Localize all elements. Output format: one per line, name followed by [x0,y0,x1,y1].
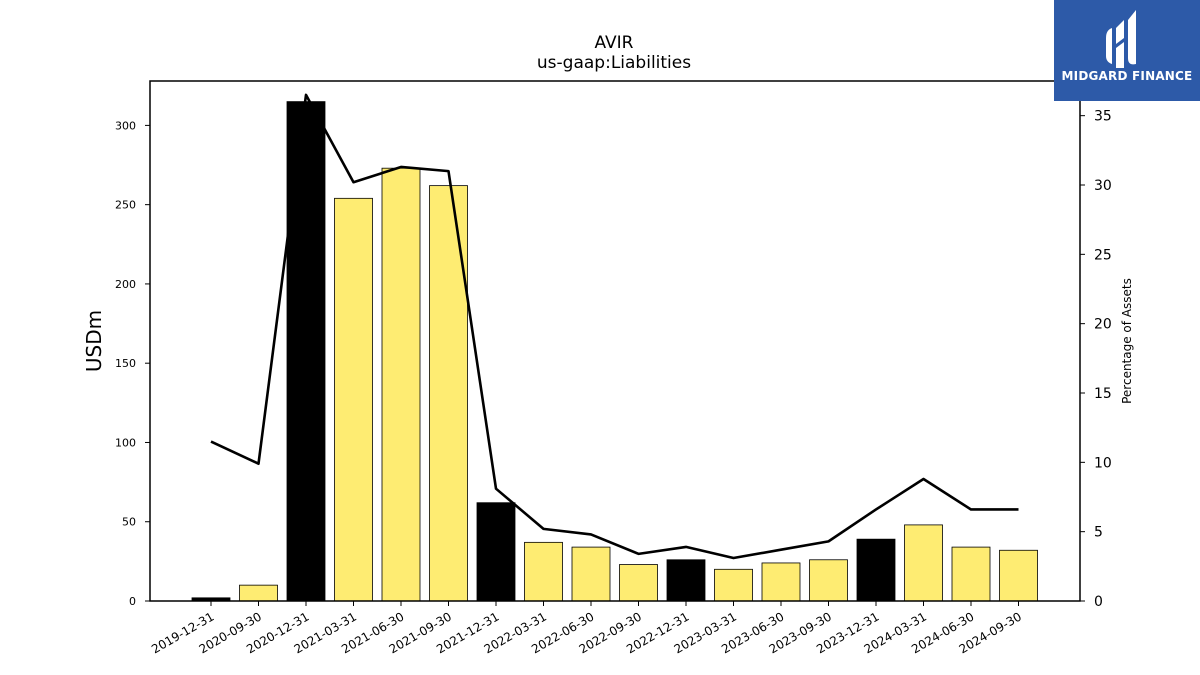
left-axis: 0 50 100 150 200 250 300 [115,119,150,608]
right-tick-label: 35 [1094,109,1112,125]
right-tick-label: 10 [1094,455,1112,471]
bar-2022-09-30 [619,564,658,602]
bar-2022-06-30 [571,546,611,602]
left-tick-label: 0 [129,595,136,608]
y2-axis-label: Percentage of Assets [1120,278,1134,404]
bar-2022-12-31 [666,559,706,602]
right-tick-label: 15 [1094,386,1112,402]
bar-2024-09-30 [999,549,1038,602]
bar-2023-03-31 [714,568,753,602]
bar-2023-06-30 [761,562,801,602]
right-tick-label: 5 [1094,525,1103,541]
left-tick-label: 300 [115,119,136,132]
plot-frame [149,80,1081,602]
x-axis: 2019-12-312020-09-302020-12-312021-03-31… [149,601,1024,656]
percentage-of-assets-line [210,93,1019,560]
right-tick-label: 30 [1094,178,1112,194]
bar-2021-09-30 [429,185,468,602]
bar-2020-09-30 [239,584,278,602]
chart-subtitle: us-gaap:Liabilities [537,53,691,73]
bar-2023-12-31 [856,538,896,602]
chart-title: AVIR [595,33,634,53]
right-tick-label: 20 [1094,317,1112,333]
bar-2021-03-31 [334,197,373,602]
left-tick-label: 100 [115,436,136,449]
left-tick-label: 250 [115,199,136,212]
logo-text: MIDGARD FINANCE [1061,69,1193,83]
left-tick-label: 200 [115,278,136,291]
left-tick-label: 50 [122,516,136,529]
bar-2021-12-31 [476,502,516,602]
bar-2021-06-30 [381,167,421,602]
midgard-finance-logo: MIDGARD FINANCE [1054,0,1200,101]
bars-layer [191,101,1038,602]
logo-mark-icon [1106,10,1136,68]
right-tick-label: 0 [1094,594,1103,610]
bar-2024-06-30 [951,546,991,602]
right-tick-label: 25 [1094,247,1112,263]
left-tick-label: 150 [115,357,136,370]
y-axis-label: USDm [82,310,106,372]
bar-2020-12-31 [286,101,326,602]
bar-2022-03-31 [524,541,563,602]
line-layer [210,93,1019,560]
right-axis: 0 5 10 15 20 25 30 35 [1080,109,1112,610]
bar-2023-09-30 [809,559,848,602]
bar-2024-03-31 [904,524,943,602]
